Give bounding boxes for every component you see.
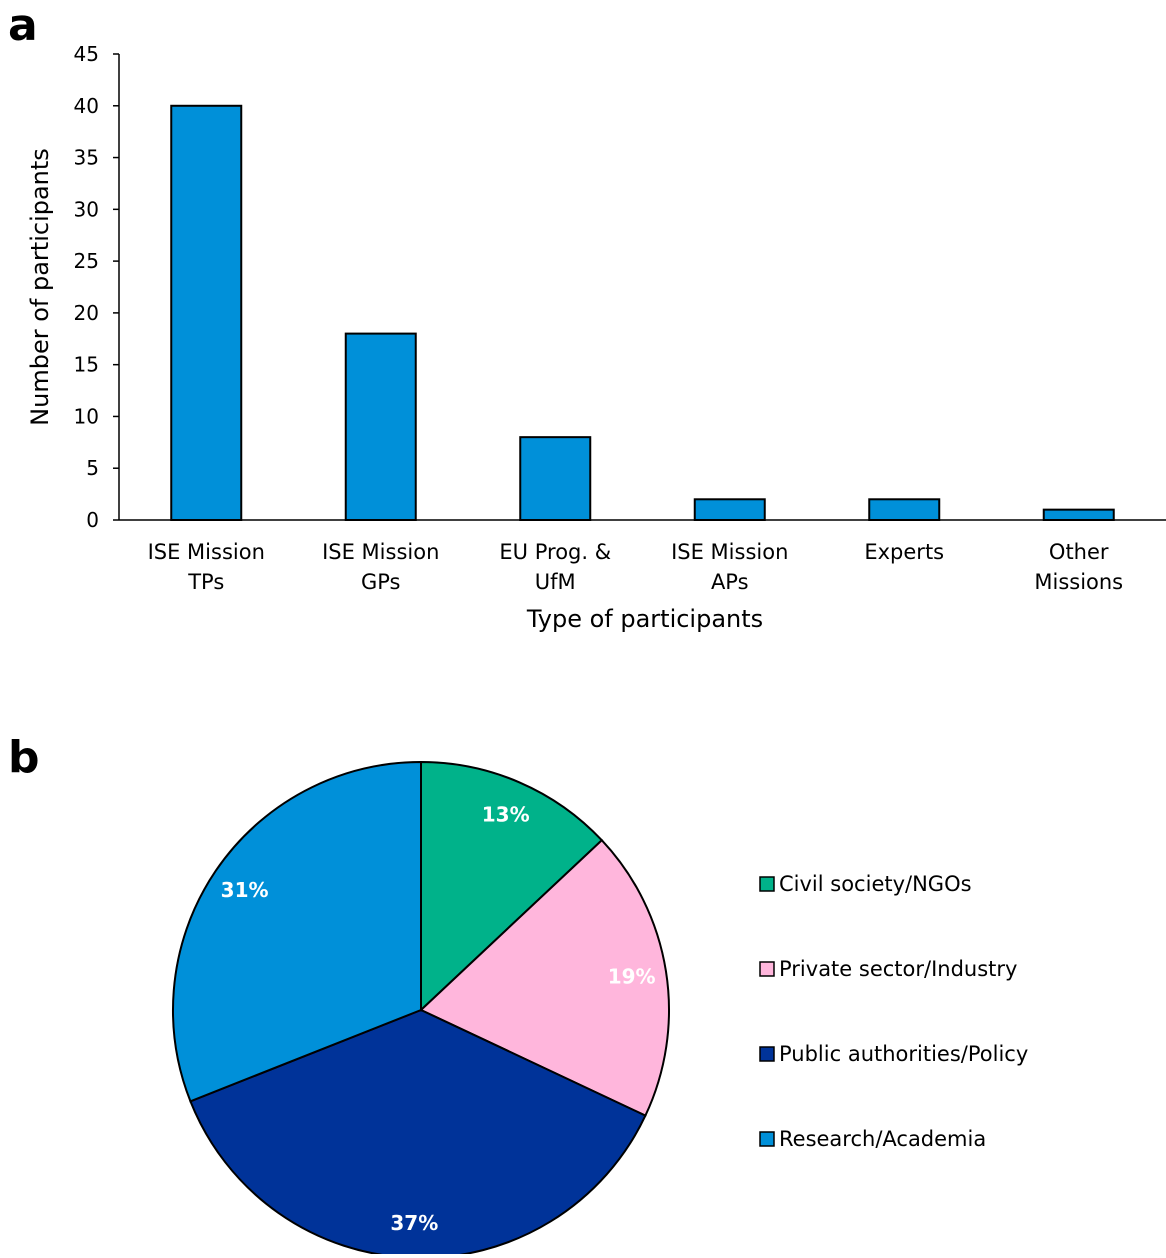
- pie-slice: [419, 838, 670, 1117]
- y-tick-label: 20: [74, 301, 99, 325]
- panel-b-label: b: [8, 732, 40, 783]
- panel-a-label: a: [8, 0, 38, 51]
- y-ticks: 0 5 10 15 20 25 30 35 40 45: [74, 42, 119, 532]
- x-category-label: ISE Mission TPs: [148, 540, 265, 594]
- y-tick-label: 40: [74, 94, 99, 118]
- x-axis-title: Type of participants: [526, 605, 763, 633]
- pie-labels: 13% 19% 37% 31%: [221, 802, 656, 1235]
- legend-swatch: [759, 1131, 775, 1147]
- y-tick-label: 45: [74, 42, 99, 66]
- y-tick-label: 0: [86, 508, 99, 532]
- x-category-label: Experts: [864, 540, 944, 564]
- y-tick-label: 5: [86, 456, 99, 480]
- pie-slice: [172, 760, 422, 1103]
- legend-label: Civil society/NGOs: [779, 872, 972, 896]
- pie-slice-label: 13%: [482, 802, 530, 826]
- pie-chart: 13% 19% 37% 31%: [172, 760, 670, 1258]
- y-tick-label: 25: [74, 249, 99, 273]
- bar: [693, 498, 766, 521]
- bars: [170, 104, 1115, 522]
- pie-slice-label: 37%: [390, 1211, 438, 1235]
- pie-legend: Civil society/NGOs Private sector/Industr…: [759, 872, 1028, 1151]
- x-category-labels: ISE Mission TPs ISE Mission GPs EU Prog. & Uf…: [148, 540, 1124, 594]
- legend-swatch: [759, 876, 775, 892]
- legend-item: Civil society/NGOs: [759, 872, 972, 896]
- legend-item: Private sector/Industry: [759, 957, 1017, 981]
- x-category-label: ISE Mission GPs: [322, 540, 439, 594]
- y-axis-title: Number of participants: [26, 148, 54, 426]
- y-tick-label: 10: [74, 404, 99, 428]
- x-category-label: EU Prog. & UfM: [499, 540, 611, 594]
- bar: [519, 436, 592, 521]
- legend-label: Public authorities/Policy: [779, 1042, 1028, 1066]
- legend-label: Private sector/Industry: [779, 957, 1017, 981]
- y-tick-label: 35: [74, 146, 99, 170]
- x-category-label: Other Missions: [1034, 540, 1123, 594]
- legend-swatch: [759, 961, 775, 977]
- y-tick-label: 30: [74, 197, 99, 221]
- pie-slice-label: 19%: [608, 965, 656, 989]
- pie-slice: [420, 760, 604, 1013]
- x-category-label: ISE Mission APs: [671, 540, 788, 594]
- legend-swatch: [759, 1046, 775, 1062]
- legend-item: Research/Academia: [759, 1127, 986, 1151]
- bar: [170, 104, 243, 522]
- bar: [1042, 508, 1115, 521]
- pie-slices: [172, 760, 670, 1258]
- bar: [344, 332, 417, 521]
- legend-label: Research/Academia: [779, 1127, 986, 1151]
- bar: [868, 498, 941, 521]
- legend-item: Public authorities/Policy: [759, 1042, 1028, 1066]
- pie-slice-label: 31%: [221, 878, 269, 902]
- y-tick-label: 15: [74, 353, 99, 377]
